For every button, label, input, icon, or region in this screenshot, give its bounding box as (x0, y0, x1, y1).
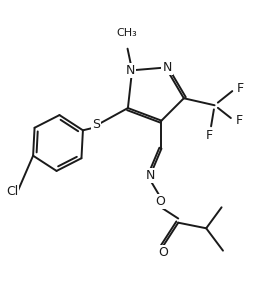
Text: O: O (155, 195, 165, 208)
Text: CH₃: CH₃ (116, 28, 137, 38)
Text: N: N (146, 169, 155, 182)
Text: Cl: Cl (6, 185, 18, 198)
Text: N: N (126, 64, 135, 77)
Text: F: F (205, 129, 213, 142)
Text: N: N (162, 61, 172, 74)
Text: S: S (92, 118, 100, 131)
Text: F: F (235, 114, 243, 127)
Text: O: O (158, 246, 168, 259)
Text: F: F (237, 82, 244, 95)
